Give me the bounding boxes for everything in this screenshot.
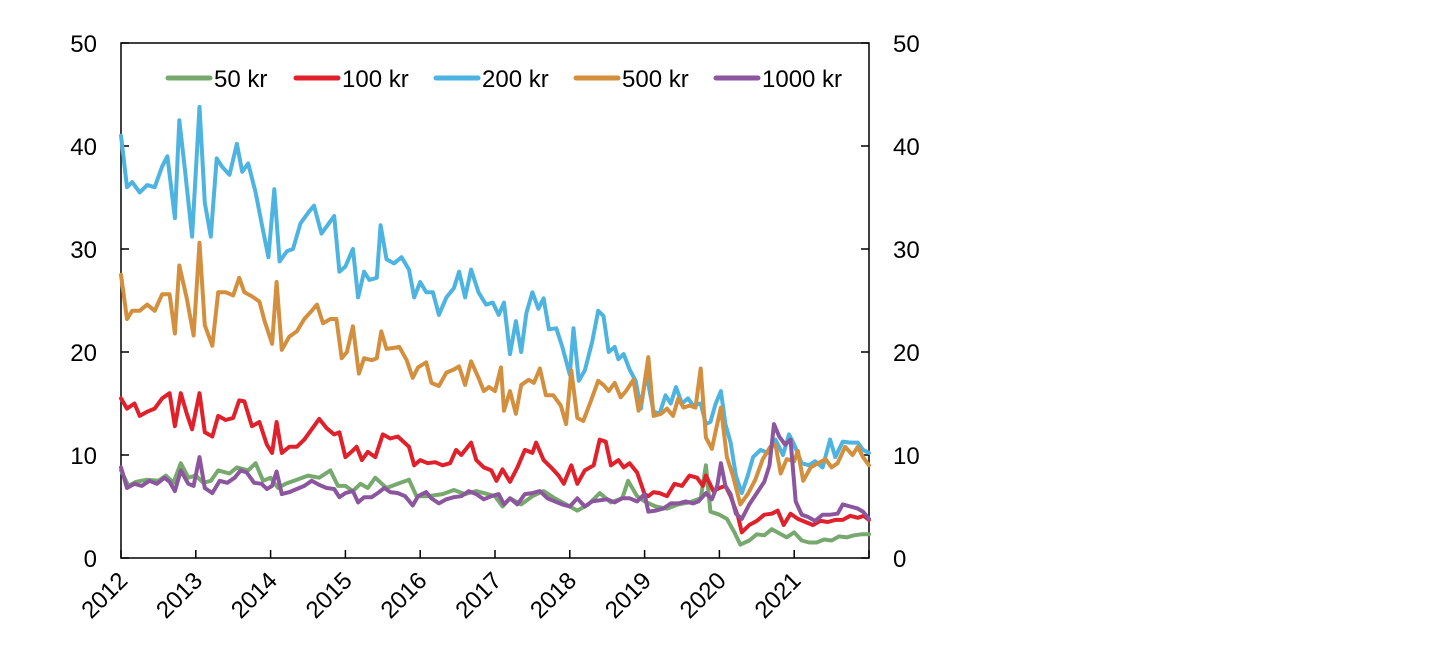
y-tick-label-right: 10 — [893, 443, 920, 470]
y-tick-label-left: 40 — [70, 134, 97, 161]
series-line-200-kr — [119, 104, 871, 496]
y-tick-label-left: 20 — [70, 340, 97, 367]
x-tick-label: 2021 — [750, 567, 807, 624]
y-tick-label-right: 40 — [893, 134, 920, 161]
x-tick-label: 2015 — [301, 567, 358, 624]
x-tick-label: 2014 — [226, 567, 283, 624]
series-line-500-kr — [119, 240, 871, 507]
y-tick-label-right: 0 — [893, 546, 906, 573]
legend: 50 kr 100 kr 200 kr 500 kr 1000 kr — [165, 66, 842, 93]
x-tick-label: 2020 — [675, 567, 732, 624]
x-tick-label: 2019 — [600, 567, 657, 624]
y-tick-label-left: 50 — [70, 31, 97, 58]
series-line-100-kr — [119, 391, 871, 535]
y-tick-label-left: 0 — [84, 546, 97, 573]
y-tick-label-left: 30 — [70, 237, 97, 264]
series-line-50-kr — [119, 461, 871, 547]
legend-label: 200 kr — [482, 66, 549, 93]
legend-label: 500 kr — [622, 66, 689, 93]
legend-label: 1000 kr — [762, 66, 842, 93]
y-tick-label-right: 50 — [893, 31, 920, 58]
y-tick-label-left: 10 — [70, 443, 97, 470]
x-tick-label: 2016 — [376, 567, 433, 624]
series-layer — [119, 104, 871, 547]
x-tick-label: 2013 — [151, 567, 208, 624]
y-tick-label-right: 20 — [893, 340, 920, 367]
x-tick-label: 2018 — [525, 567, 582, 624]
legend-label: 100 kr — [342, 66, 409, 93]
x-tick-label: 2017 — [450, 567, 507, 624]
y-tick-label-right: 30 — [893, 237, 920, 264]
series-line-1000-kr — [119, 422, 871, 523]
x-tick-label: 2012 — [76, 567, 133, 624]
legend-label: 50 kr — [214, 66, 267, 93]
